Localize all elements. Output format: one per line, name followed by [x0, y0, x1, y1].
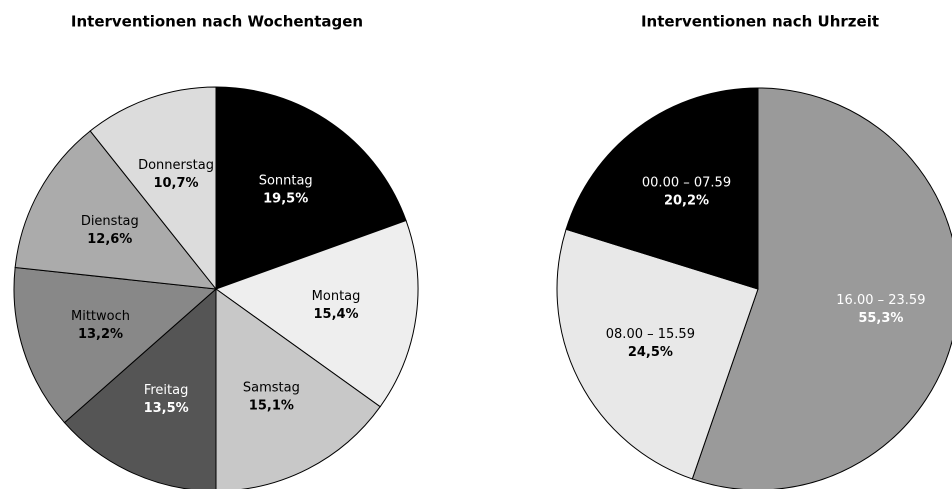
chart-title: Interventionen nach Wochentagen: [71, 13, 363, 31]
slice-label: Freitag: [144, 383, 189, 398]
pie-slice: [13, 266, 218, 424]
slice-value-label: 12,6%: [87, 232, 132, 247]
slice-value-label: 10,7%: [153, 176, 198, 191]
slice-value-label: 20,2%: [664, 193, 709, 208]
pie-slice: [89, 86, 217, 291]
slice-label: Mittwoch: [71, 309, 130, 324]
pie-slice: [215, 288, 381, 489]
pie-slice: [214, 219, 419, 408]
slice-label: 08.00 – 15.59: [606, 327, 695, 342]
slice-value-label: 15,1%: [249, 398, 294, 413]
pie-slice: [14, 130, 218, 290]
pie-slice: [63, 287, 217, 489]
slice-label: Sonntag: [259, 173, 313, 188]
slice-value-label: 55,3%: [858, 311, 903, 326]
slice-value-label: 19,5%: [263, 191, 308, 206]
slice-label: 16.00 – 23.59: [836, 293, 925, 308]
slice-label: Samstag: [243, 380, 300, 395]
pie-slice: [565, 87, 759, 290]
slice-value-label: 13,2%: [78, 327, 123, 342]
pie-slice: [556, 228, 759, 480]
slice-value-label: 24,5%: [628, 345, 673, 360]
slice-value-label: 15,4%: [313, 307, 358, 322]
pie-slice: [215, 86, 407, 290]
slice-label: Montag: [312, 289, 361, 304]
slice-label: 00.00 – 07.59: [642, 175, 731, 190]
slice-label: Donnerstag: [138, 158, 214, 173]
slice-label: Dienstag: [81, 214, 139, 229]
chart-title: Interventionen nach Uhrzeit: [641, 13, 879, 31]
pie-slice: [691, 87, 952, 489]
slice-value-label: 13,5%: [144, 401, 189, 416]
